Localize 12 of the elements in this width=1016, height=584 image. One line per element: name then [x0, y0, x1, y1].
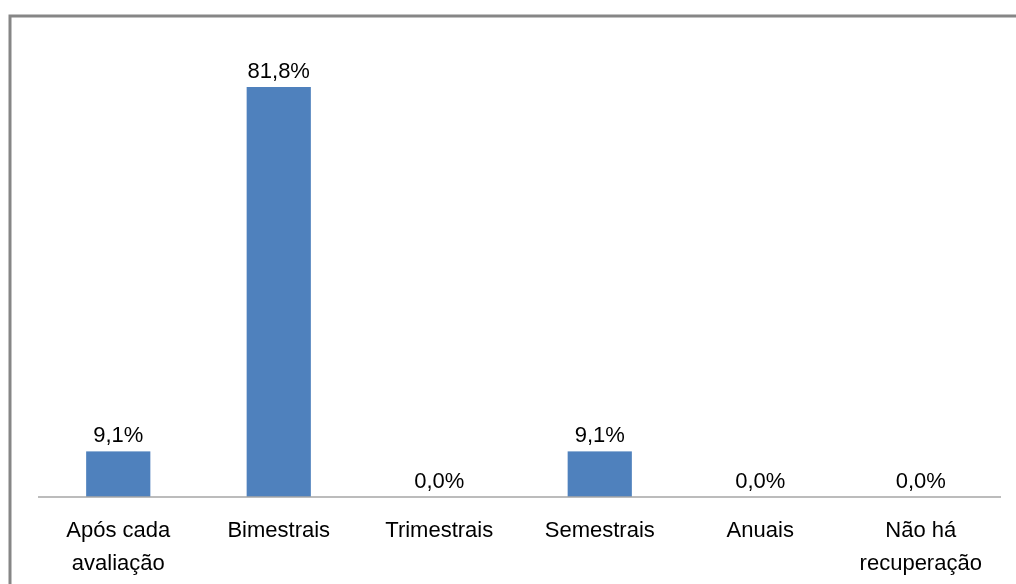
x-tick-label: Após cada avaliação: [66, 517, 171, 575]
x-tick-label: Trimestrais: [385, 517, 494, 542]
x-tick-label: Bimestrais: [227, 517, 331, 542]
data-label: 0,0%: [414, 468, 465, 493]
data-label: 0,0%: [895, 468, 946, 493]
x-tick-label: Não há recuperação: [859, 517, 982, 575]
x-tick-label: Anuais: [726, 517, 794, 542]
x-tick-label: Semestrais: [544, 517, 655, 542]
data-label: 0,0%: [735, 468, 786, 493]
data-label: 81,8%: [247, 58, 310, 83]
data-label: 9,1%: [574, 422, 625, 448]
data-label: 9,1%: [93, 422, 144, 448]
